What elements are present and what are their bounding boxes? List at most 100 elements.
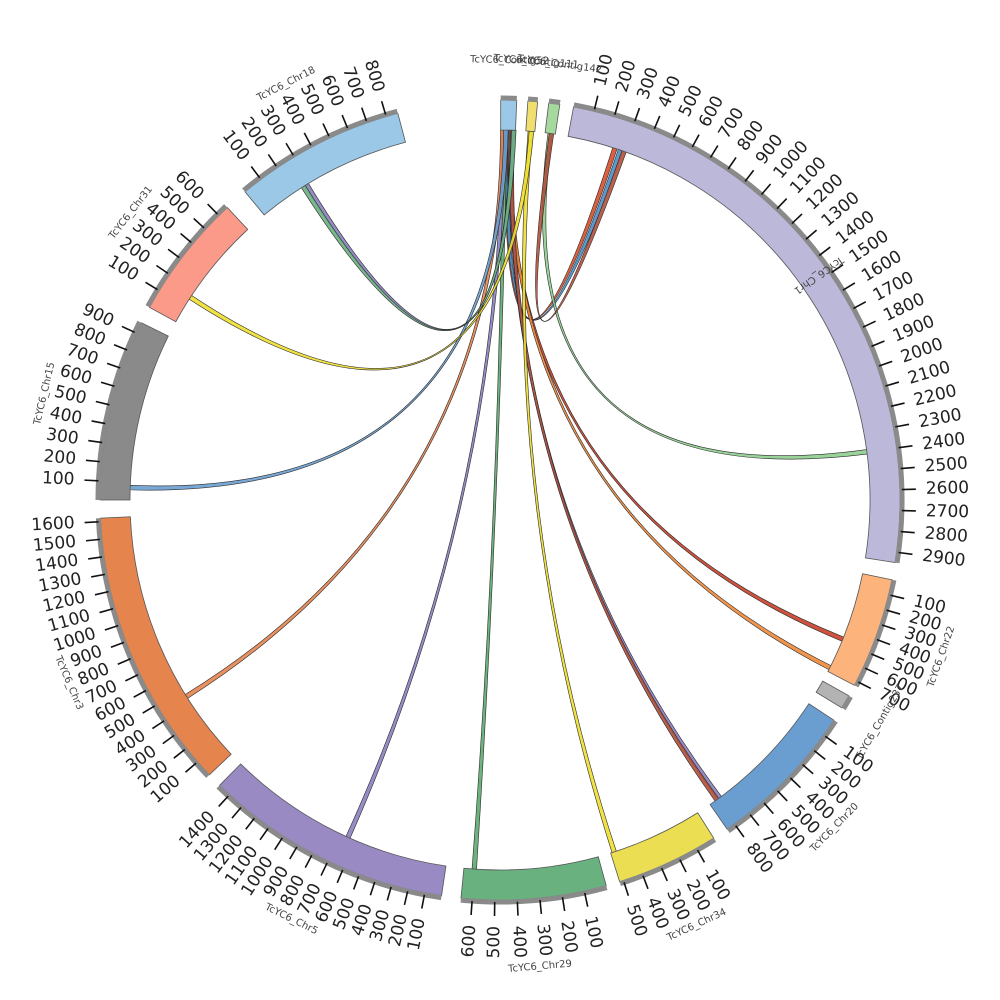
minor-tick-band bbox=[145, 204, 228, 308]
tick-mark bbox=[386, 886, 392, 901]
tick-mark bbox=[110, 641, 125, 649]
tick-mark bbox=[853, 301, 867, 310]
tick-mark bbox=[403, 891, 409, 906]
tick-mark bbox=[871, 653, 885, 661]
tick-mark bbox=[642, 875, 649, 890]
chromosome-label: TcYC6_Contig52 bbox=[469, 54, 549, 67]
tick-mark bbox=[133, 689, 147, 698]
minor-tick-band bbox=[216, 784, 442, 901]
tick-mark bbox=[274, 837, 283, 851]
tick-mark bbox=[900, 530, 915, 534]
tick-mark bbox=[749, 814, 760, 827]
tick-mark bbox=[193, 217, 205, 229]
tick-mark bbox=[320, 862, 328, 876]
tick-mark bbox=[760, 183, 772, 196]
tick-mark bbox=[207, 203, 219, 215]
tick-mark bbox=[85, 538, 101, 542]
tick-mark bbox=[776, 790, 788, 802]
tick-mark bbox=[791, 213, 803, 225]
tick-mark bbox=[898, 445, 913, 449]
tick-label: 100 bbox=[580, 914, 606, 950]
tick-mark bbox=[862, 320, 876, 328]
tick-mark bbox=[824, 735, 838, 746]
tick-mark bbox=[890, 594, 905, 600]
tick-mark bbox=[539, 899, 543, 915]
tick-mark bbox=[831, 264, 844, 274]
tick-mark bbox=[813, 750, 826, 761]
tick-label: 2600 bbox=[926, 478, 970, 499]
tick-label: 2700 bbox=[926, 501, 970, 522]
tick-mark bbox=[864, 667, 879, 675]
ideogram-band bbox=[525, 100, 539, 133]
tick-mark bbox=[871, 340, 885, 348]
tick-mark bbox=[289, 846, 298, 860]
tick-mark bbox=[303, 132, 312, 146]
tick-mark bbox=[336, 869, 344, 884]
tick-mark bbox=[84, 520, 99, 524]
tick-mark bbox=[180, 232, 192, 244]
tick-mark bbox=[250, 166, 261, 179]
minor-tick-band bbox=[95, 518, 210, 778]
link-tcyc6-contig52-tcyc6-chr22 bbox=[506, 129, 845, 642]
minor-tick-band bbox=[95, 320, 142, 501]
tick-label: 2400 bbox=[921, 429, 967, 454]
tick-mark bbox=[91, 420, 106, 425]
tick-mark bbox=[117, 657, 131, 665]
tick-mark bbox=[184, 762, 197, 773]
chromosome-tcyc6-contig52: TcYC6_Contig52 bbox=[469, 54, 549, 131]
tick-mark bbox=[218, 795, 229, 808]
tick-label: 100 bbox=[42, 468, 75, 490]
tick-mark bbox=[885, 381, 900, 387]
tick-mark bbox=[858, 681, 872, 690]
tick-mark bbox=[561, 896, 566, 912]
tick-mark bbox=[162, 734, 175, 745]
tick-mark bbox=[583, 892, 589, 907]
tick-mark bbox=[88, 439, 103, 444]
tick-mark bbox=[245, 817, 255, 830]
tick-mark bbox=[516, 901, 519, 916]
minor-tick-band bbox=[460, 885, 608, 905]
tick-mark bbox=[88, 556, 103, 560]
minor-tick-band bbox=[854, 579, 897, 688]
tick-mark bbox=[895, 423, 910, 428]
tick-mark bbox=[653, 115, 661, 130]
tick-mark bbox=[341, 114, 349, 129]
tick-mark bbox=[735, 825, 745, 838]
tick-label: 300 bbox=[45, 425, 80, 449]
tick-mark bbox=[151, 720, 165, 730]
tick-mark bbox=[691, 134, 700, 148]
chromosome-tcyc6-chr3: 1002003004005006007008009001000110012001… bbox=[31, 513, 232, 808]
tick-mark bbox=[614, 101, 620, 115]
tick-mark bbox=[173, 748, 186, 759]
tick-mark bbox=[898, 551, 913, 556]
tick-mark bbox=[802, 764, 814, 775]
tick-mark bbox=[744, 169, 755, 182]
tick-mark bbox=[842, 282, 856, 291]
tick-mark bbox=[85, 459, 100, 463]
tick-mark bbox=[104, 624, 119, 631]
chromosome-label: TcYC6_Contig142 bbox=[516, 53, 603, 76]
tick-mark bbox=[369, 881, 376, 896]
tick-label: 2900 bbox=[921, 546, 967, 571]
tick-label: 1500 bbox=[32, 532, 77, 556]
tick-mark bbox=[593, 95, 599, 110]
tick-mark bbox=[231, 806, 242, 819]
tick-mark bbox=[878, 360, 893, 367]
tick-label: 500 bbox=[484, 926, 504, 959]
tick-mark bbox=[380, 100, 387, 115]
tick-mark bbox=[95, 400, 110, 406]
tick-mark bbox=[94, 590, 109, 596]
tick-mark bbox=[881, 624, 896, 631]
tick-mark bbox=[91, 573, 106, 578]
tick-mark bbox=[818, 246, 831, 257]
link-tcyc6-contig111-tcyc6-chr34 bbox=[522, 130, 617, 854]
tick-mark bbox=[167, 248, 180, 259]
tick-label: 200 bbox=[43, 446, 77, 469]
tick-mark bbox=[142, 705, 156, 714]
tick-mark bbox=[113, 343, 128, 351]
